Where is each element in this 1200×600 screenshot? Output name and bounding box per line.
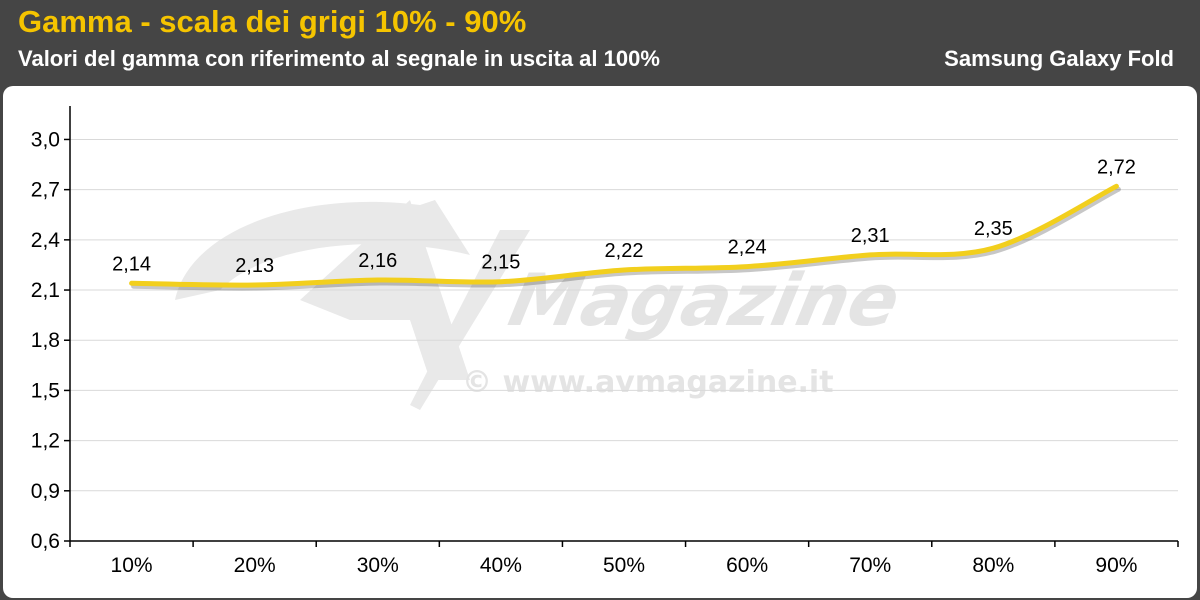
x-tick-label: 40% [480,554,522,577]
watermark-logo-shape [175,200,530,410]
x-tick-label: 30% [357,554,399,577]
y-tick-label: 1,2 [31,430,60,453]
data-label: 2,35 [974,218,1013,240]
data-label: 2,16 [358,250,397,272]
data-label: 2,72 [1097,156,1136,178]
y-tick-label: 1,8 [31,329,60,352]
x-tick-label: 80% [972,554,1014,577]
x-tick-label: 90% [1095,554,1137,577]
device-name: Samsung Galaxy Fold [944,46,1174,71]
data-label: 2,31 [851,225,890,247]
y-tick-label: 0,6 [31,530,60,553]
y-tick-label: 1,5 [31,379,60,402]
x-tick-label: 20% [234,554,276,577]
chart-panel [3,86,1197,598]
x-axis-ticks: 10% 20% 30% 40% 50% 60% 70% 80% 90% [69,541,1179,577]
data-label: 2,14 [112,253,151,275]
data-labels: 2,14 2,13 2,16 2,15 2,22 2,24 2,31 2,35 2,72 [112,156,1136,277]
chart-grid [70,138,1178,492]
data-label: 2,15 [481,252,520,274]
chart-subtitle: Valori del gamma con riferimento al segn… [18,46,660,71]
series-line-shadow [131,186,1121,291]
y-tick-label: 2,7 [31,179,60,202]
x-tick-label: 60% [726,554,768,577]
chart-axes [69,106,1178,542]
y-tick-label: 2,1 [31,279,60,302]
data-label: 2,24 [728,237,767,259]
data-label: 2,22 [605,240,644,262]
x-tick-label: 50% [603,554,645,577]
y-tick-label: 3,0 [31,128,60,151]
watermark-url: © www.avmagazine.it [462,365,834,400]
watermark: Magazine © www.avmagazine.it [175,200,907,410]
data-label: 2,13 [235,255,274,277]
y-tick-label: 0,9 [31,480,60,503]
chart-title: Gamma - scala dei grigi 10% - 90% [18,4,527,39]
gamma-series-line [129,183,1119,288]
x-tick-label: 10% [111,554,153,577]
x-tick-label: 70% [849,554,891,577]
watermark-logo-text: Magazine [502,259,907,343]
y-axis-ticks: 0,6 0,9 1,2 1,5 1,8 2,1 2,4 2,7 3,0 [31,128,70,553]
y-tick-label: 2,4 [31,229,61,252]
chart-header: Gamma - scala dei grigi 10% - 90% Valori… [0,0,1200,84]
